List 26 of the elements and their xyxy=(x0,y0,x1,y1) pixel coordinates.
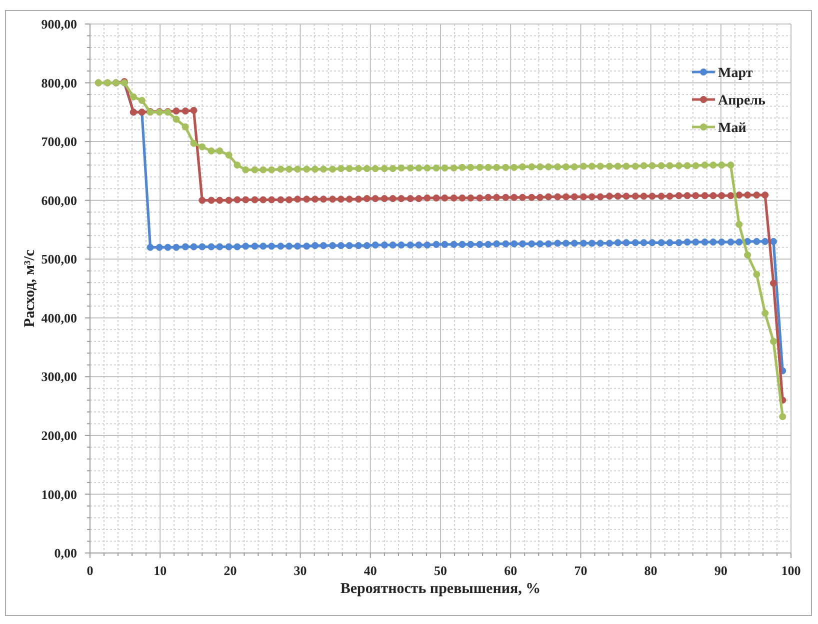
y-tick-label: 200,00 xyxy=(41,428,77,443)
x-axis-title: Вероятность превышения, % xyxy=(340,581,541,597)
x-tick-label: 20 xyxy=(224,563,237,578)
x-tick-label: 50 xyxy=(434,563,447,578)
x-tick-label: 40 xyxy=(364,563,377,578)
x-tick-label: 80 xyxy=(644,563,658,578)
x-tick-label: 30 xyxy=(294,563,307,578)
legend-label: Май xyxy=(718,120,746,136)
y-tick-label: 0,00 xyxy=(54,546,77,561)
legend-label: Март xyxy=(718,66,753,81)
y-tick-label: 900,00 xyxy=(41,16,77,32)
y-tick-label: 800,00 xyxy=(41,75,77,90)
y-tick-label: 400,00 xyxy=(41,310,77,326)
y-tick-label: 600,00 xyxy=(41,192,77,208)
y-tick-label: 500,00 xyxy=(41,252,77,267)
y-axis-title: Расход, м³/с xyxy=(22,249,38,328)
x-tick-label: 90 xyxy=(714,563,728,578)
y-tick-label: 700,00 xyxy=(41,134,77,150)
x-tick-label: 10 xyxy=(154,563,167,578)
x-tick-label: 100 xyxy=(781,563,801,578)
y-tick-label: 300,00 xyxy=(41,369,77,384)
y-tick-label: 100,00 xyxy=(41,486,77,502)
x-tick-label: 70 xyxy=(574,563,588,578)
x-tick-label: 60 xyxy=(504,563,518,578)
x-tick-label: 0 xyxy=(86,563,94,578)
legend-label: Апрель xyxy=(718,93,766,108)
